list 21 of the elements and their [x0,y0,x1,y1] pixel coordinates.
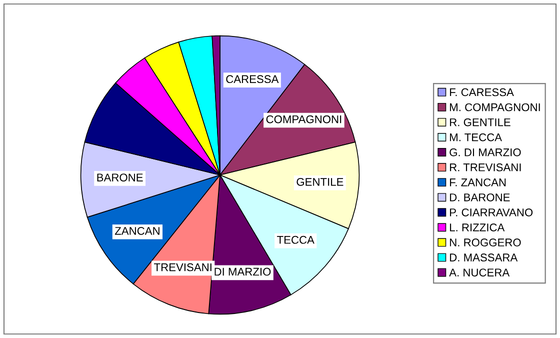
text: CARESSA [226,75,279,84]
legend-label: M. COMPAGNONI [450,103,540,112]
text: ZANCAN [114,226,160,235]
text: TECCA [277,236,314,244]
text: GENTILE [296,178,344,186]
legend-label: M. TECCA [450,133,502,142]
legend-label: L. RIZZICA [450,224,505,232]
legend-label: F. CARESSA [450,88,514,96]
text: DI MARZIO [214,268,271,276]
legend-label: D. BARONE [450,193,510,202]
legend-label: P. CIARRAVANO [450,208,533,216]
legend-label: R. GENTILE [450,118,510,126]
legend-label: N. ROGGERO [450,238,521,246]
legend-label: R. TREVISANI [450,163,521,172]
legend-label: G. DI MARZIO [450,148,521,156]
text: BARONE [97,174,143,182]
legend-label: D. MASSARA [450,254,518,262]
text: TREVISANI [154,263,212,272]
legend-label: A. NUCERA [449,268,510,276]
text: COMPAGNONI [266,115,342,124]
legend-label: F. ZANCAN [450,178,506,186]
